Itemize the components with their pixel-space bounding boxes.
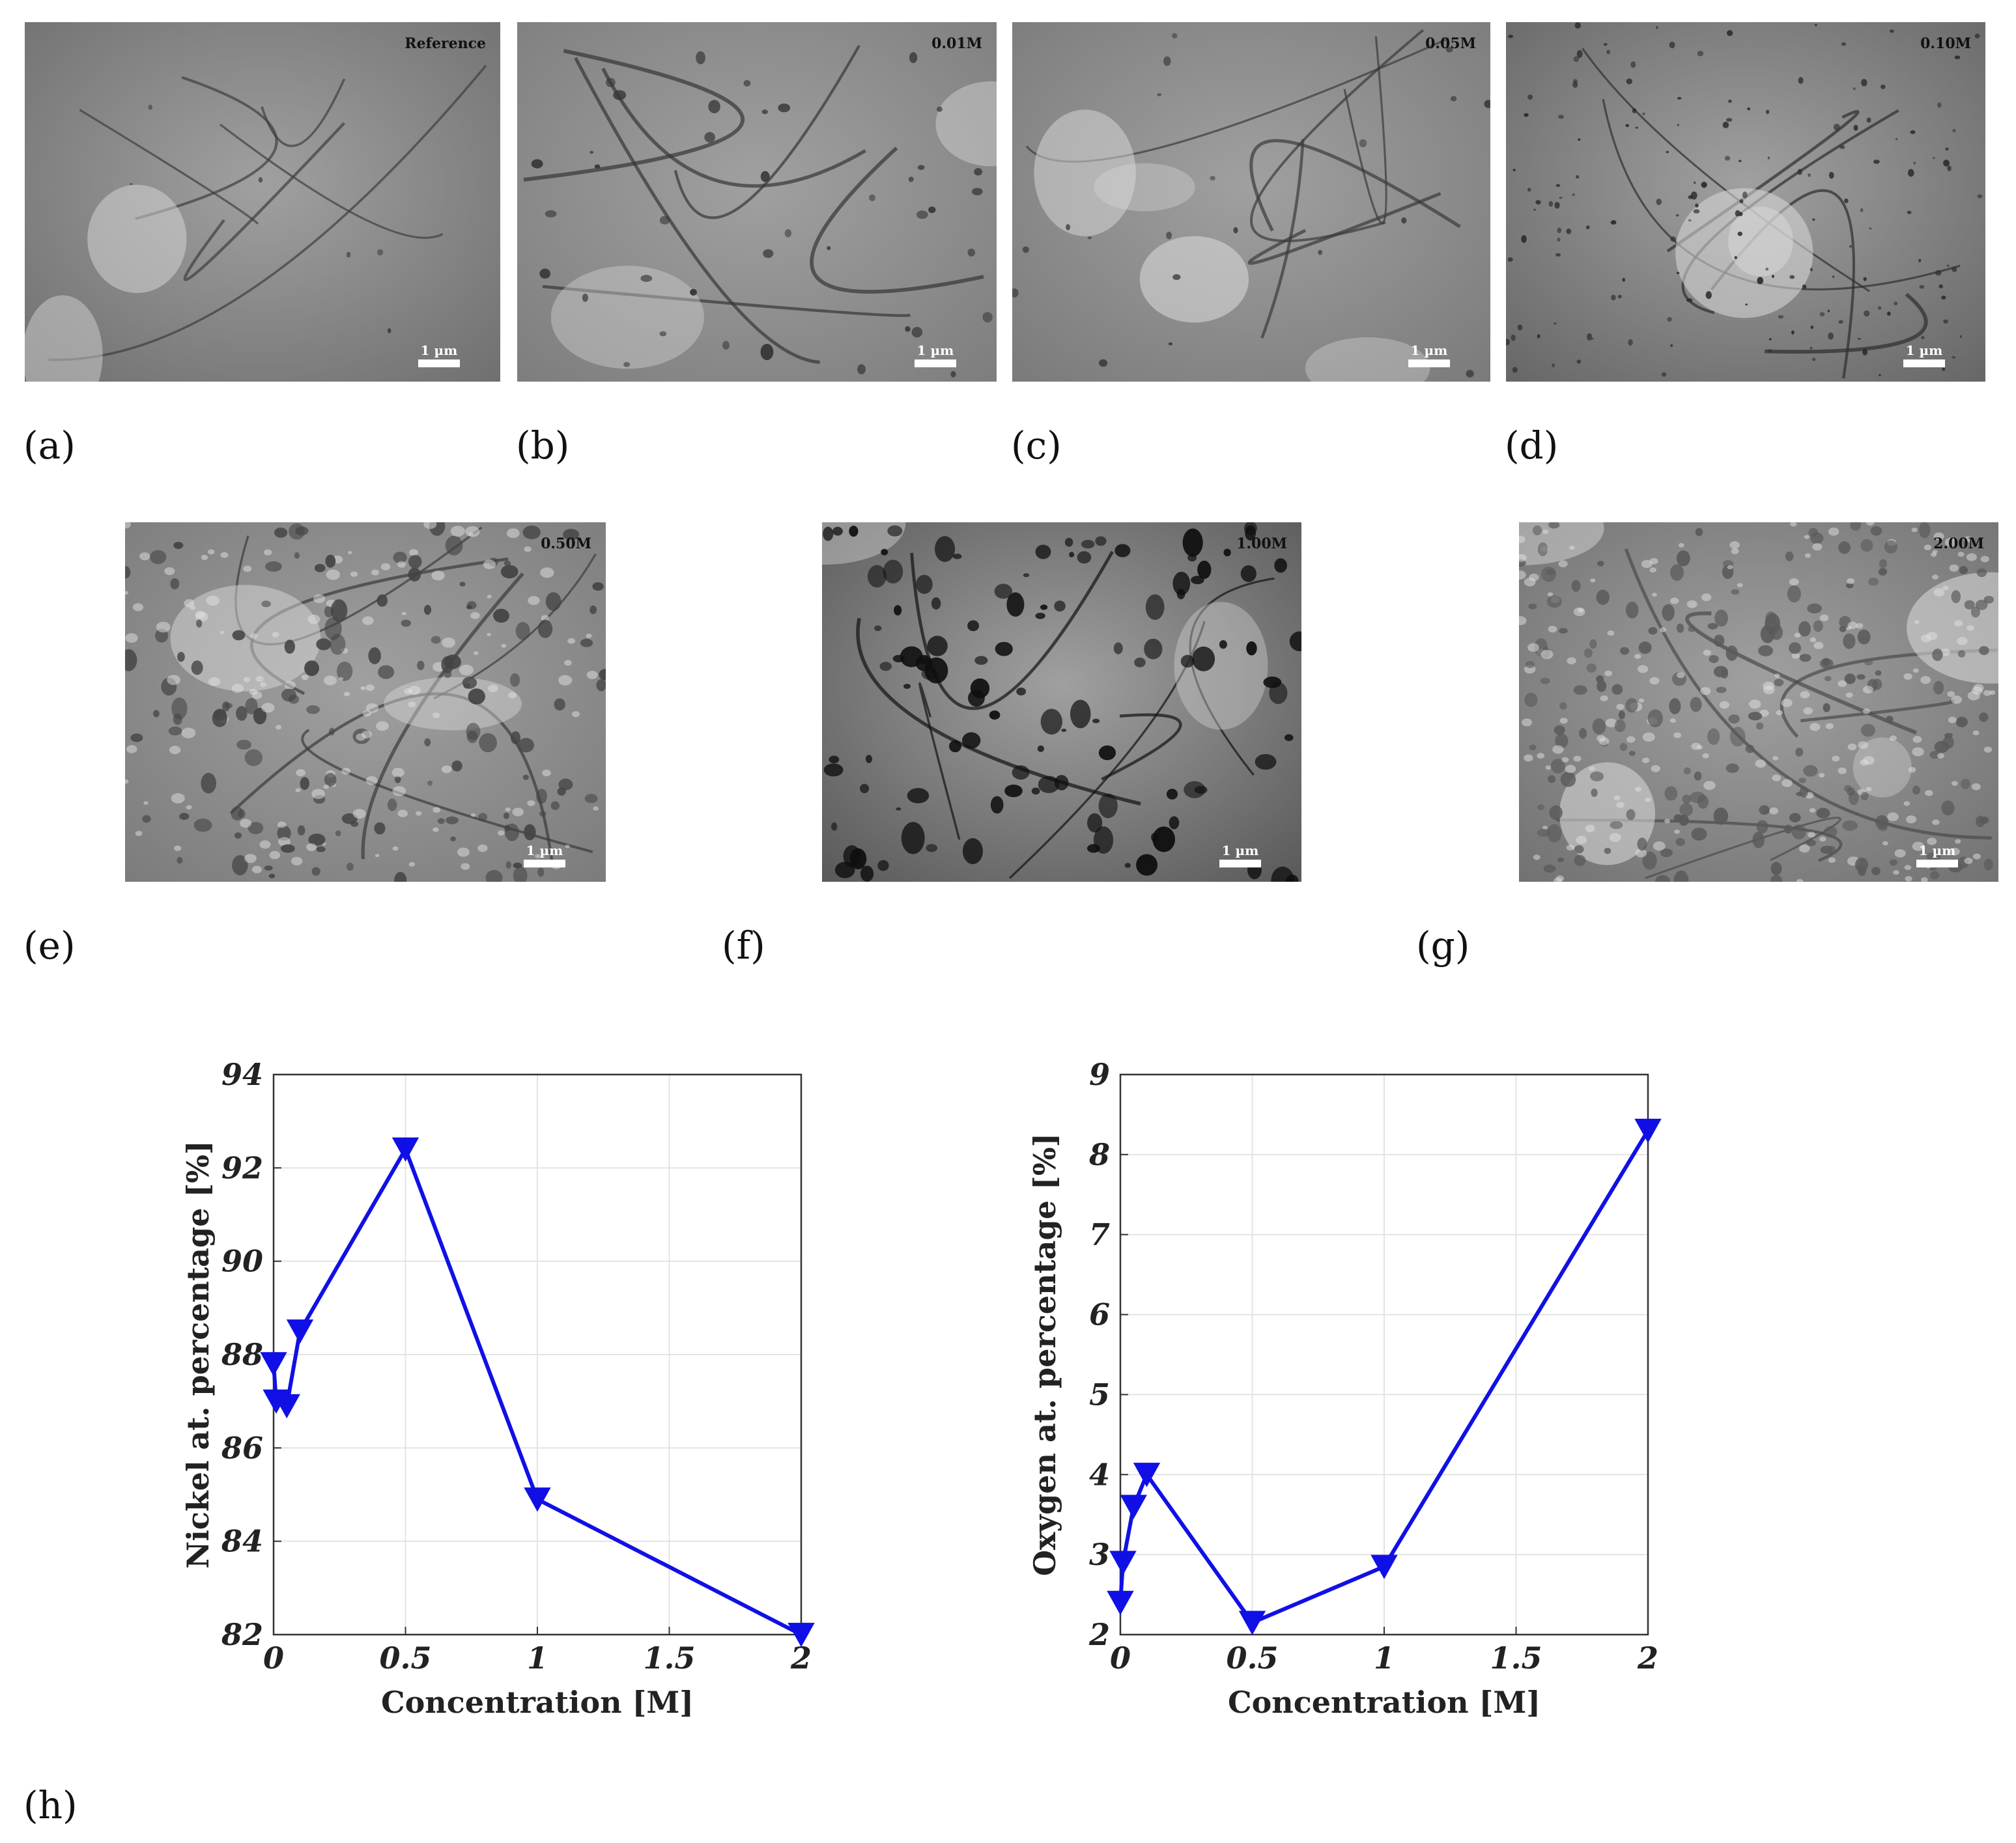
scale-bar-line	[1219, 860, 1261, 867]
x-tick-label: 1.5	[1490, 1640, 1542, 1676]
y-tick-label: 90	[221, 1244, 263, 1279]
x-tick-label: 2	[1637, 1640, 1658, 1676]
y-tick-label: 8	[1088, 1137, 1110, 1172]
data-point	[286, 1319, 314, 1344]
y-tick-label: 4	[1089, 1457, 1110, 1492]
micrograph-d: 0.10M 1 µm	[1506, 22, 1985, 382]
sample-tag: 0.50M	[541, 535, 591, 552]
y-axis-title: Nickel at. percentage [%]	[180, 1140, 216, 1568]
x-tick-label: 0.5	[379, 1640, 431, 1676]
sem-image	[1519, 522, 1998, 882]
y-tick-label: 82	[221, 1617, 263, 1652]
label-e: (e)	[23, 923, 76, 968]
scale-bar-label: 1 µm	[526, 843, 563, 858]
sample-tag: 1.00M	[1236, 535, 1287, 552]
y-tick-label: 92	[221, 1150, 263, 1185]
y-tick-label: 86	[221, 1430, 263, 1465]
x-tick-label: 1.5	[643, 1640, 695, 1676]
y-tick-label: 2	[1088, 1617, 1110, 1652]
x-tick-label: 0	[1110, 1640, 1131, 1676]
scale-bar-line	[1916, 860, 1958, 867]
y-tick-label: 6	[1089, 1297, 1110, 1332]
data-point	[1238, 1611, 1266, 1635]
scale-bar-label: 1 µm	[1918, 843, 1956, 858]
sem-image	[125, 522, 606, 882]
sample-tag: 2.00M	[1933, 535, 1984, 552]
data-point	[260, 1352, 287, 1377]
scale-bar-label: 1 µm	[1221, 843, 1259, 858]
y-tick-label: 9	[1089, 1057, 1110, 1092]
label-f: (f)	[722, 923, 765, 968]
label-b: (b)	[516, 423, 570, 468]
scale-bar: 1 µm	[1916, 843, 1958, 867]
sem-image	[25, 22, 500, 382]
sem-image	[822, 522, 1301, 882]
x-axis-title: Concentration [M]	[381, 1685, 694, 1720]
y-axis-title: Oxygen at. percentage [%]	[1027, 1133, 1062, 1576]
sem-image	[1506, 22, 1985, 382]
scale-bar-line	[1408, 359, 1450, 367]
scale-bar-label: 1 µm	[420, 343, 458, 358]
label-g: (g)	[1416, 923, 1470, 968]
scale-bar-label: 1 µm	[1905, 343, 1943, 358]
scale-bar-label: 1 µm	[916, 343, 954, 358]
oxygen-chart: 0 0.5 1 1.5 2 2 3 4 5 6 7 8 9 Concentration [M] Oxygen…	[1027, 1057, 1662, 1720]
micrograph-f: 1.00M 1 µm	[822, 522, 1301, 882]
data-point	[1109, 1551, 1137, 1575]
x-axis-title: Concentration [M]	[1228, 1685, 1540, 1720]
micrograph-b: 0.01M 1 µm	[517, 22, 997, 382]
scale-bar: 1 µm	[418, 343, 460, 367]
scale-bar-line	[524, 860, 565, 867]
sem-image	[1012, 22, 1490, 382]
scale-bar-line	[915, 359, 956, 367]
x-tick-label: 1	[527, 1640, 548, 1676]
micrograph-c: 0.05M 1 µm	[1012, 22, 1490, 382]
scale-bar: 1 µm	[1903, 343, 1945, 367]
sem-image	[517, 22, 997, 382]
sample-tag: 0.05M	[1425, 35, 1476, 52]
scale-bar-label: 1 µm	[1410, 343, 1448, 358]
micrograph-e: 0.50M 1 µm	[125, 522, 606, 882]
data-point	[1634, 1118, 1662, 1144]
data-point	[1107, 1590, 1134, 1616]
scale-bar: 1 µm	[915, 343, 956, 367]
micrograph-g: 2.00M 1 µm	[1519, 522, 1998, 882]
scale-bar: 1 µm	[524, 843, 565, 867]
y-tick-label: 88	[221, 1337, 263, 1372]
sample-tag: 0.01M	[931, 35, 982, 52]
label-c: (c)	[1011, 423, 1062, 468]
data-point	[1370, 1555, 1398, 1579]
label-d: (d)	[1505, 423, 1559, 468]
y-tick-label: 84	[221, 1524, 263, 1559]
data-point	[1120, 1495, 1147, 1519]
y-tick-label: 5	[1089, 1377, 1110, 1412]
data-point	[273, 1394, 300, 1418]
label-a: (a)	[23, 423, 76, 468]
scale-bar-line	[418, 359, 460, 367]
micrograph-a: Reference 1 µm	[25, 22, 500, 382]
data-point	[524, 1487, 551, 1512]
y-tick-label: 7	[1089, 1217, 1110, 1252]
x-tick-label: 1	[1374, 1640, 1395, 1676]
sample-tag: 0.10M	[1920, 35, 1971, 52]
y-tick-label: 3	[1089, 1537, 1110, 1572]
x-tick-label: 0.5	[1226, 1640, 1278, 1676]
data-point	[391, 1137, 419, 1162]
data-point	[788, 1622, 815, 1648]
sample-tag: Reference	[405, 35, 486, 52]
data-point	[1133, 1463, 1161, 1487]
x-tick-label: 0	[263, 1640, 284, 1676]
scale-bar-line	[1903, 359, 1945, 367]
scale-bar: 1 µm	[1408, 343, 1450, 367]
scale-bar: 1 µm	[1219, 843, 1261, 867]
label-h: (h)	[23, 1783, 78, 1827]
y-tick-label: 94	[221, 1057, 263, 1092]
